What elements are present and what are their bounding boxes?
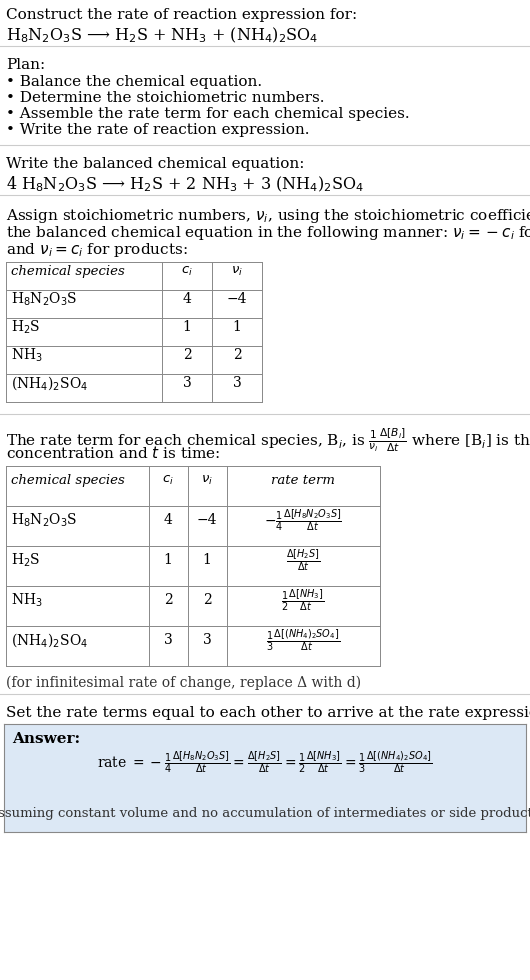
Text: (NH$_4$)$_2$SO$_4$: (NH$_4$)$_2$SO$_4$ (11, 631, 88, 649)
Text: Construct the rate of reaction expression for:: Construct the rate of reaction expressio… (6, 8, 357, 22)
Text: Assign stoichiometric numbers, $\nu_i$, using the stoichiometric coefficients, $: Assign stoichiometric numbers, $\nu_i$, … (6, 207, 530, 225)
Text: 3: 3 (202, 633, 211, 647)
Text: −4: −4 (227, 292, 248, 306)
Text: chemical species: chemical species (11, 265, 125, 277)
Text: NH$_3$: NH$_3$ (11, 346, 43, 364)
Text: 1: 1 (182, 320, 191, 334)
Text: rate term: rate term (271, 473, 335, 486)
Text: The rate term for each chemical species, B$_i$, is $\frac{1}{\nu_i}\frac{\Delta[: The rate term for each chemical species,… (6, 426, 530, 454)
Text: $\frac{1}{3}\frac{\Delta[(NH_4)_2SO_4]}{\Delta t}$: $\frac{1}{3}\frac{\Delta[(NH_4)_2SO_4]}{… (266, 627, 340, 653)
Text: 3: 3 (164, 633, 172, 647)
Text: 2: 2 (202, 593, 211, 607)
Text: H$_8$N$_2$O$_3$S ⟶ H$_2$S + NH$_3$ + (NH$_4$)$_2$SO$_4$: H$_8$N$_2$O$_3$S ⟶ H$_2$S + NH$_3$ + (NH… (6, 26, 319, 45)
Text: • Write the rate of reaction expression.: • Write the rate of reaction expression. (6, 123, 310, 137)
Text: chemical species: chemical species (11, 473, 125, 486)
Text: H$_2$S: H$_2$S (11, 318, 40, 336)
Text: 1: 1 (202, 553, 211, 567)
Text: 2: 2 (164, 593, 172, 607)
Text: Plan:: Plan: (6, 58, 45, 72)
Text: (assuming constant volume and no accumulation of intermediates or side products): (assuming constant volume and no accumul… (0, 808, 530, 820)
Text: H$_8$N$_2$O$_3$S: H$_8$N$_2$O$_3$S (11, 290, 77, 308)
Text: $c_i$: $c_i$ (181, 265, 193, 277)
Text: the balanced chemical equation in the following manner: $\nu_i = -c_i$ for react: the balanced chemical equation in the fo… (6, 224, 530, 242)
Text: (NH$_4$)$_2$SO$_4$: (NH$_4$)$_2$SO$_4$ (11, 374, 88, 392)
Text: $\frac{1}{2}\frac{\Delta[NH_3]}{\Delta t}$: $\frac{1}{2}\frac{\Delta[NH_3]}{\Delta t… (281, 587, 325, 612)
Text: Set the rate terms equal to each other to arrive at the rate expression:: Set the rate terms equal to each other t… (6, 706, 530, 720)
Text: concentration and $t$ is time:: concentration and $t$ is time: (6, 445, 220, 461)
Text: $-\frac{1}{4}\frac{\Delta[H_8N_2O_3S]}{\Delta t}$: $-\frac{1}{4}\frac{\Delta[H_8N_2O_3S]}{\… (264, 507, 342, 533)
Text: • Balance the chemical equation.: • Balance the chemical equation. (6, 75, 262, 89)
Text: H$_8$N$_2$O$_3$S: H$_8$N$_2$O$_3$S (11, 512, 77, 528)
Text: 4: 4 (164, 513, 172, 527)
Text: • Determine the stoichiometric numbers.: • Determine the stoichiometric numbers. (6, 91, 324, 105)
Text: 2: 2 (233, 348, 241, 362)
Text: Answer:: Answer: (12, 732, 80, 746)
Text: rate $= -\frac{1}{4}\frac{\Delta[H_8N_2O_3S]}{\Delta t} = \frac{\Delta[H_2S]}{\D: rate $= -\frac{1}{4}\frac{\Delta[H_8N_2O… (98, 749, 432, 775)
Text: H$_2$S: H$_2$S (11, 552, 40, 568)
Text: 4: 4 (182, 292, 191, 306)
Text: and $\nu_i = c_i$ for products:: and $\nu_i = c_i$ for products: (6, 241, 188, 259)
Text: 3: 3 (183, 376, 191, 390)
Text: • Assemble the rate term for each chemical species.: • Assemble the rate term for each chemic… (6, 107, 410, 121)
Text: NH$_3$: NH$_3$ (11, 591, 43, 609)
Text: 2: 2 (183, 348, 191, 362)
Text: −4: −4 (197, 513, 217, 527)
Text: $\frac{\Delta[H_2S]}{\Delta t}$: $\frac{\Delta[H_2S]}{\Delta t}$ (286, 547, 320, 573)
Text: 3: 3 (233, 376, 241, 390)
Text: $\nu_i$: $\nu_i$ (201, 473, 213, 486)
Text: $\nu_i$: $\nu_i$ (231, 265, 243, 277)
Text: (for infinitesimal rate of change, replace Δ with d): (for infinitesimal rate of change, repla… (6, 676, 361, 690)
Text: Write the balanced chemical equation:: Write the balanced chemical equation: (6, 157, 305, 171)
Text: $c_i$: $c_i$ (162, 473, 174, 486)
Text: 4 H$_8$N$_2$O$_3$S ⟶ H$_2$S + 2 NH$_3$ + 3 (NH$_4$)$_2$SO$_4$: 4 H$_8$N$_2$O$_3$S ⟶ H$_2$S + 2 NH$_3$ +… (6, 175, 364, 194)
Text: 1: 1 (164, 553, 172, 567)
Text: 1: 1 (233, 320, 242, 334)
